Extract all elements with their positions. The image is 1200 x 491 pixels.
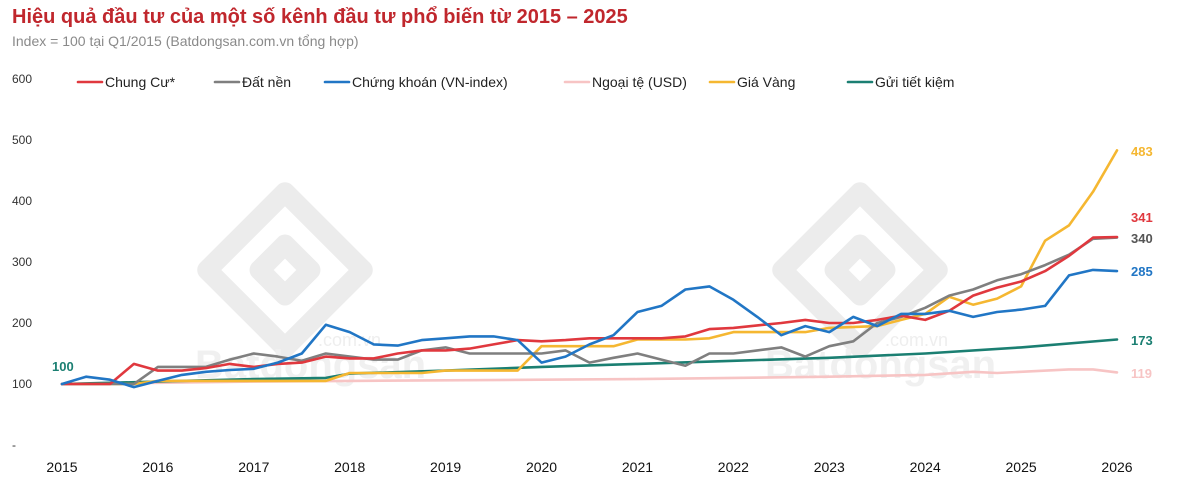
watermark-domain-right: .com.vn bbox=[885, 330, 948, 350]
legend-label: Chứng khoán (VN-index) bbox=[352, 74, 508, 90]
watermark-brand-right: Batdongsan bbox=[765, 343, 996, 387]
x-axis: 2015 2016 2017 2018 2019 2020 2021 2022 2023 2024… bbox=[46, 459, 1132, 475]
chart-subtitle: Index = 100 tại Q1/2015 (Batdongsan.com.… bbox=[12, 33, 359, 49]
x-tick-label: 2022 bbox=[718, 459, 749, 475]
end-value-label: 483 bbox=[1131, 144, 1153, 159]
end-value-label: 173 bbox=[1131, 333, 1153, 348]
legend-label: Giá Vàng bbox=[737, 74, 795, 90]
y-tick-label: 100 bbox=[12, 377, 32, 391]
y-axis: - 100 200 300 400 500 600 bbox=[12, 72, 32, 452]
x-tick-label: 2020 bbox=[526, 459, 557, 475]
watermark-logo-left-icon bbox=[197, 182, 373, 358]
x-tick-label: 2018 bbox=[334, 459, 365, 475]
x-tick-label: 2021 bbox=[622, 459, 653, 475]
legend-label: Gửi tiết kiệm bbox=[875, 74, 954, 90]
series-line bbox=[60, 268, 1119, 389]
y-tick-label: - bbox=[12, 438, 16, 452]
y-tick-label: 600 bbox=[12, 72, 32, 86]
y-tick-label: 500 bbox=[12, 133, 32, 147]
x-tick-label: 2026 bbox=[1101, 459, 1132, 475]
series-line bbox=[60, 149, 1119, 386]
x-tick-label: 2015 bbox=[46, 459, 77, 475]
legend-label: Ngoại tệ (USD) bbox=[592, 74, 687, 90]
series-lines bbox=[60, 149, 1119, 389]
y-tick-label: 300 bbox=[12, 255, 32, 269]
series-line bbox=[60, 236, 1119, 386]
x-tick-label: 2025 bbox=[1006, 459, 1037, 475]
end-labels: 100 341 340 285 119 483 173 bbox=[52, 144, 1153, 381]
series-line bbox=[60, 338, 1119, 386]
watermark-domain-left: .com.vn bbox=[318, 330, 381, 350]
chart-title: Hiệu quả đầu tư của một số kênh đầu tư p… bbox=[12, 6, 628, 28]
x-tick-label: 2019 bbox=[430, 459, 461, 475]
x-tick-label: 2016 bbox=[142, 459, 173, 475]
watermark: Batdongsan .com.vn Batdongsan .com.vn bbox=[195, 182, 996, 387]
legend-label: Chung Cư* bbox=[105, 74, 176, 90]
end-value-label: 341 bbox=[1131, 210, 1153, 225]
end-value-label: 285 bbox=[1131, 264, 1153, 279]
x-tick-label: 2023 bbox=[814, 459, 845, 475]
y-tick-label: 200 bbox=[12, 316, 32, 330]
x-tick-label: 2024 bbox=[910, 459, 941, 475]
legend: Chung Cư* Đất nền Chứng khoán (VN-index) Ng… bbox=[76, 74, 954, 90]
x-tick-label: 2017 bbox=[238, 459, 269, 475]
start-label: 100 bbox=[52, 359, 74, 374]
legend-label: Đất nền bbox=[242, 74, 291, 90]
y-tick-label: 400 bbox=[12, 194, 32, 208]
end-value-label: 119 bbox=[1131, 366, 1152, 381]
watermark-logo-right-icon bbox=[772, 182, 948, 358]
end-value-label: 340 bbox=[1131, 231, 1153, 246]
